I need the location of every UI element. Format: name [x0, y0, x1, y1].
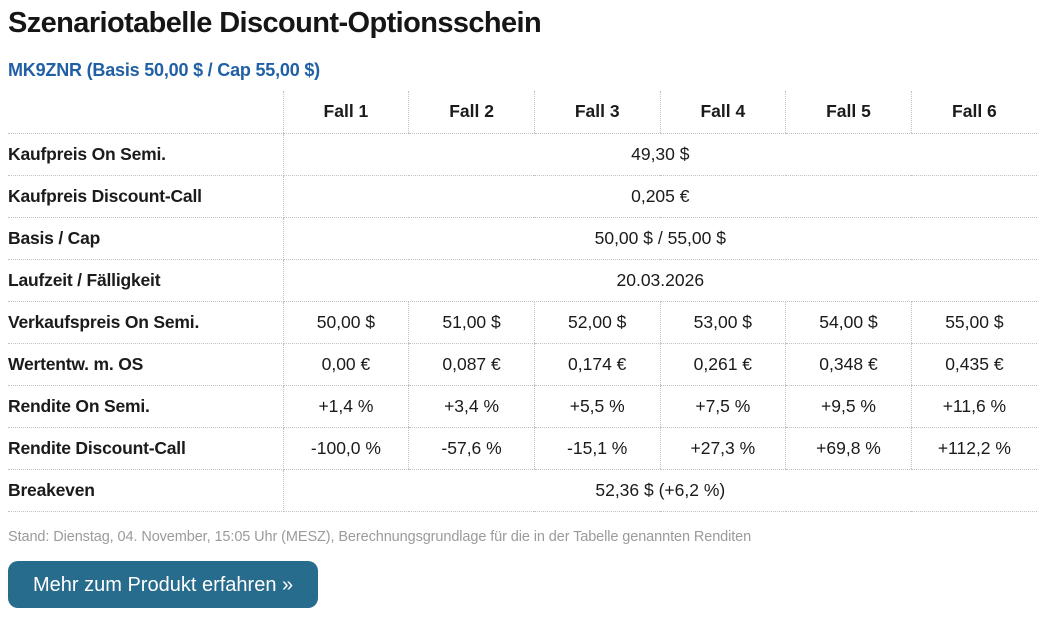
- column-header-fall-4: Fall 4: [659, 91, 786, 134]
- row-value: 20.03.2026: [283, 259, 1037, 302]
- cell-value: +7,5 %: [659, 385, 786, 428]
- row-label: Kaufpreis On Semi.: [8, 133, 284, 176]
- row-label: Breakeven: [8, 469, 284, 512]
- column-header-fall-6: Fall 6: [910, 91, 1037, 134]
- cell-value: +3,4 %: [408, 385, 535, 428]
- cell-value: +27,3 %: [659, 427, 786, 470]
- table-row-rendite-discount-call: Rendite Discount-Call -100,0 % -57,6 % -…: [8, 427, 1037, 470]
- cell-value: +112,2 %: [910, 427, 1037, 470]
- cell-value: +9,5 %: [785, 385, 912, 428]
- cell-value: -57,6 %: [408, 427, 535, 470]
- scenario-widget: Szenariotabelle Discount-Optionsschein M…: [8, 7, 1037, 608]
- cell-value: 0,174 €: [533, 343, 661, 386]
- table-row-kaufpreis-discount-call: Kaufpreis Discount-Call 0,205 €: [8, 175, 1037, 218]
- status-line: Stand: Dienstag, 04. November, 15:05 Uhr…: [8, 528, 752, 545]
- column-header-fall-3: Fall 3: [533, 91, 661, 134]
- product-cta-button[interactable]: Mehr zum Produkt erfahren »: [8, 560, 319, 608]
- row-label: Kaufpreis Discount-Call: [8, 175, 284, 218]
- cell-value: 0,348 €: [785, 343, 912, 386]
- row-label: Basis / Cap: [8, 217, 284, 260]
- cell-value: 0,261 €: [659, 343, 786, 386]
- row-label: Verkaufspreis On Semi.: [8, 301, 284, 344]
- cell-value: +1,4 %: [282, 385, 409, 428]
- table-row-breakeven: Breakeven 52,36 $ (+6,2 %): [8, 469, 1037, 512]
- cell-value: 54,00 $: [785, 301, 912, 344]
- table-row-kaufpreis-on-semi: Kaufpreis On Semi. 49,30 $: [8, 133, 1037, 176]
- cell-value: 0,00 €: [282, 343, 409, 386]
- cell-value: 50,00 $: [282, 301, 409, 344]
- row-label: Rendite On Semi.: [8, 385, 284, 428]
- cell-value: 52,00 $: [533, 301, 661, 344]
- cell-value: +11,6 %: [910, 385, 1037, 428]
- cell-value: 0,435 €: [910, 343, 1037, 386]
- cell-value: 51,00 $: [408, 301, 535, 344]
- row-label: Wertentw. m. OS: [8, 343, 284, 386]
- row-label: Rendite Discount-Call: [8, 427, 284, 470]
- row-value: 52,36 $ (+6,2 %): [283, 469, 1037, 512]
- cell-value: 55,00 $: [910, 301, 1037, 344]
- cell-value: -100,0 %: [282, 427, 409, 470]
- cell-value: -15,1 %: [533, 427, 661, 470]
- product-subtitle: MK9ZNR (Basis 50,00 $ / Cap 55,00 $): [8, 60, 320, 80]
- corner-header-cell: [8, 91, 284, 134]
- column-header-fall-2: Fall 2: [408, 91, 535, 134]
- cell-value: +69,8 %: [785, 427, 912, 470]
- cell-value: 53,00 $: [659, 301, 786, 344]
- scenario-table: Fall 1 Fall 2 Fall 3 Fall 4 Fall 5 Fall …: [8, 91, 1037, 512]
- column-header-fall-5: Fall 5: [785, 91, 912, 134]
- table-header-row: Fall 1 Fall 2 Fall 3 Fall 4 Fall 5 Fall …: [8, 91, 1037, 134]
- row-value: 49,30 $: [283, 133, 1037, 176]
- table-row-wertentw-m-os: Wertentw. m. OS 0,00 € 0,087 € 0,174 € 0…: [8, 343, 1037, 386]
- table-row-rendite-on-semi: Rendite On Semi. +1,4 % +3,4 % +5,5 % +7…: [8, 385, 1037, 428]
- table-row-verkaufspreis-on-semi: Verkaufspreis On Semi. 50,00 $ 51,00 $ 5…: [8, 301, 1037, 344]
- page-title: Szenariotabelle Discount-Optionsschein: [8, 7, 542, 39]
- table-row-basis-cap: Basis / Cap 50,00 $ / 55,00 $: [8, 217, 1037, 260]
- column-header-fall-1: Fall 1: [282, 91, 409, 134]
- cell-value: 0,087 €: [408, 343, 535, 386]
- row-label: Laufzeit / Fälligkeit: [8, 259, 284, 302]
- cell-value: +5,5 %: [533, 385, 661, 428]
- row-value: 0,205 €: [283, 175, 1037, 218]
- row-value: 50,00 $ / 55,00 $: [283, 217, 1037, 260]
- table-row-laufzeit-faelligkeit: Laufzeit / Fälligkeit 20.03.2026: [8, 259, 1037, 302]
